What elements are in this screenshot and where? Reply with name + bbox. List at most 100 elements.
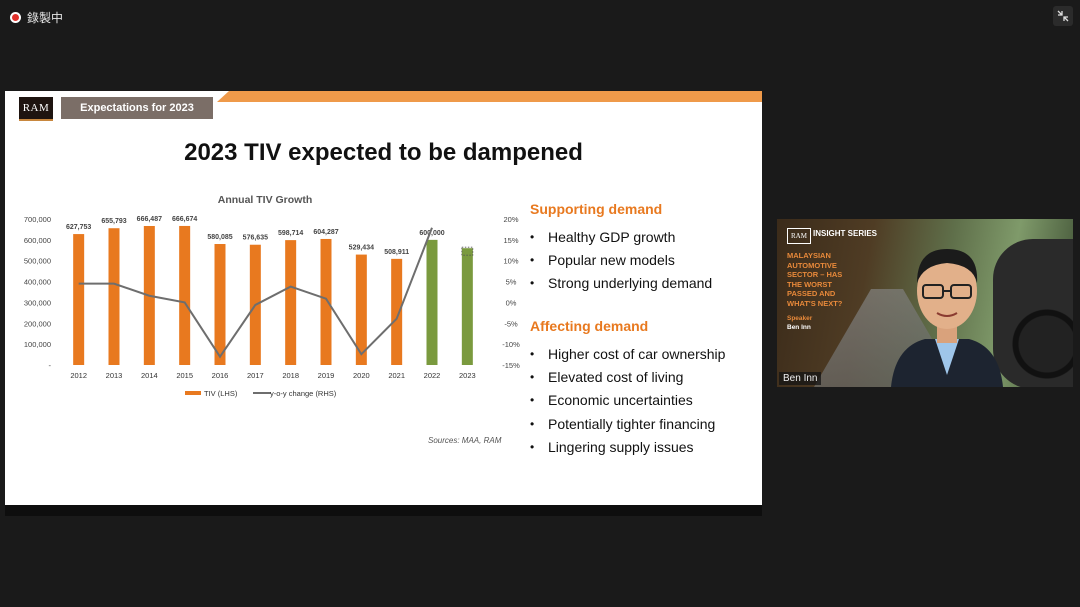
legend-label-yoy: y-o-y change (RHS) bbox=[270, 389, 337, 398]
left-axis-tick-label: 500,000 bbox=[24, 257, 51, 266]
x-axis-tick-label: 2022 bbox=[424, 371, 441, 380]
bullet-icon: • bbox=[530, 370, 535, 385]
participant-name-tag: Ben Inn bbox=[779, 372, 822, 385]
x-axis-tick-label: 2021 bbox=[388, 371, 405, 380]
left-axis-tick-label: 600,000 bbox=[24, 236, 51, 245]
supporting-demand-heading: Supporting demand bbox=[530, 201, 663, 217]
bullet-icon: • bbox=[530, 346, 535, 361]
car-graphic bbox=[993, 239, 1073, 387]
chart-bar bbox=[461, 248, 473, 365]
affecting-demand-section: Affecting demand • Higher cost of car own… bbox=[530, 318, 725, 459]
left-axis-tick-label: 700,000 bbox=[24, 215, 51, 224]
right-axis-tick-label: 0% bbox=[506, 298, 517, 307]
x-axis-tick-label: 2023 bbox=[459, 371, 476, 380]
right-axis-tick-label: -10% bbox=[502, 340, 520, 349]
x-axis-tick-label: 2020 bbox=[353, 371, 370, 380]
x-axis-tick-label: 2018 bbox=[282, 371, 299, 380]
list-item: • Healthy GDP growth bbox=[530, 225, 712, 248]
speaker-label: Speaker bbox=[787, 315, 813, 322]
list-item: • Elevated cost of living bbox=[530, 365, 725, 388]
list-item-label: Healthy GDP growth bbox=[548, 228, 676, 245]
list-item-label: Elevated cost of living bbox=[548, 369, 684, 386]
bar-data-label: 655,793 bbox=[101, 218, 126, 225]
legend-swatch-tiv bbox=[185, 391, 201, 395]
left-axis-tick-label: 300,000 bbox=[24, 298, 51, 307]
list-item-label: Economic uncertainties bbox=[548, 392, 693, 409]
participant-video-tile[interactable]: RAM INSIGHT SERIES MALAYSIAN AUTOMOTIVE … bbox=[777, 219, 1073, 387]
chart-bar bbox=[285, 240, 297, 365]
x-axis-tick-label: 2014 bbox=[141, 371, 158, 380]
speaker-avatar bbox=[891, 249, 1003, 387]
list-item: • Popular new models bbox=[530, 248, 712, 271]
presentation-slide: RAM Expectations for 2023 2023 TIV expec… bbox=[5, 91, 762, 505]
left-axis-tick-label: 200,000 bbox=[24, 319, 51, 328]
x-axis-tick-label: 2013 bbox=[106, 371, 123, 380]
section-tag: Expectations for 2023 bbox=[61, 97, 213, 119]
shared-screen: RAM Expectations for 2023 2023 TIV expec… bbox=[5, 91, 762, 516]
header-band bbox=[217, 91, 762, 102]
bar-data-label: 529,434 bbox=[349, 245, 374, 252]
bullet-icon: • bbox=[530, 440, 535, 455]
chart-bar bbox=[179, 225, 191, 365]
bullet-icon: • bbox=[530, 393, 535, 408]
bullet-icon: • bbox=[530, 276, 535, 291]
record-icon bbox=[10, 12, 21, 23]
bar-data-label: 598,714 bbox=[278, 230, 303, 237]
list-item-label: Potentially tighter financing bbox=[548, 415, 716, 432]
list-item: • Higher cost of car ownership bbox=[530, 342, 725, 365]
chart-title: Annual TIV Growth bbox=[218, 194, 313, 206]
yoy-change-line bbox=[78, 227, 433, 359]
chart-bar bbox=[426, 239, 438, 365]
affecting-demand-heading: Affecting demand bbox=[530, 318, 649, 334]
list-item: • Strong underlying demand bbox=[530, 272, 712, 295]
x-axis-tick-label: 2017 bbox=[247, 371, 264, 380]
left-axis-tick-label: - bbox=[49, 361, 52, 370]
video-ram-logo: RAM bbox=[787, 228, 811, 244]
speaker-name: Ben Inn bbox=[787, 324, 811, 331]
recording-indicator[interactable]: 錄製中 bbox=[10, 9, 63, 26]
slide-title: 2023 TIV expected to be dampened bbox=[184, 139, 583, 166]
bullet-icon: • bbox=[530, 253, 535, 268]
bar-data-label: 508,911 bbox=[384, 249, 409, 256]
chart-bar bbox=[214, 244, 226, 365]
right-axis-tick-label: -15% bbox=[502, 361, 520, 370]
exit-fullscreen-icon bbox=[1057, 10, 1069, 22]
list-item-label: Popular new models bbox=[548, 252, 675, 269]
bullet-icon: • bbox=[530, 229, 535, 244]
right-axis-tick-label: 15% bbox=[503, 236, 518, 245]
bullet-icon: • bbox=[530, 416, 535, 431]
insight-series-label: INSIGHT SERIES bbox=[813, 229, 878, 238]
bar-data-label: 580,085 bbox=[207, 234, 232, 241]
right-axis-tick-label: 10% bbox=[503, 257, 518, 266]
list-item: • Economic uncertainties bbox=[530, 389, 725, 412]
chart-bar bbox=[73, 234, 85, 365]
right-axis-tick-label: -5% bbox=[504, 319, 518, 328]
legend-label-tiv: TIV (LHS) bbox=[204, 389, 238, 398]
exit-fullscreen-button[interactable] bbox=[1053, 6, 1073, 26]
chart-bar bbox=[355, 254, 367, 365]
chart-bar bbox=[320, 238, 332, 365]
list-item-label: Lingering supply issues bbox=[548, 439, 694, 456]
tiv-chart: Annual TIV Growth - 100,000 200,000 300,000 4… bbox=[24, 194, 520, 398]
x-axis-tick-label: 2019 bbox=[318, 371, 335, 380]
list-item-label: Higher cost of car ownership bbox=[548, 345, 726, 362]
x-axis-tick-label: 2016 bbox=[212, 371, 229, 380]
ram-logo: RAM bbox=[19, 97, 53, 121]
x-axis-tick-label: 2012 bbox=[70, 371, 87, 380]
recording-label: 錄製中 bbox=[27, 11, 64, 25]
bar-data-label: 627,753 bbox=[66, 224, 91, 231]
bar-data-label: 666,487 bbox=[137, 216, 162, 223]
right-axis-tick-label: 20% bbox=[503, 215, 518, 224]
chart-bar bbox=[108, 228, 120, 365]
bar-data-label: 576,635 bbox=[243, 235, 268, 242]
webinar-title: MALAYSIAN AUTOMOTIVE SECTOR – HAS THE WO… bbox=[787, 251, 843, 308]
list-item-label: Strong underlying demand bbox=[548, 275, 713, 292]
chart-sources: Sources: MAA, RAM bbox=[428, 436, 502, 445]
bar-data-label: 600,000 bbox=[419, 230, 444, 237]
bar-data-label: 604,287 bbox=[313, 229, 338, 236]
left-axis-tick-label: 400,000 bbox=[24, 278, 51, 287]
x-axis-tick-label: 2015 bbox=[176, 371, 193, 380]
chart-bar bbox=[391, 258, 403, 365]
left-axis-tick-label: 100,000 bbox=[24, 340, 51, 349]
supporting-demand-section: Supporting demand • Healthy GDP growth • P… bbox=[530, 201, 712, 295]
